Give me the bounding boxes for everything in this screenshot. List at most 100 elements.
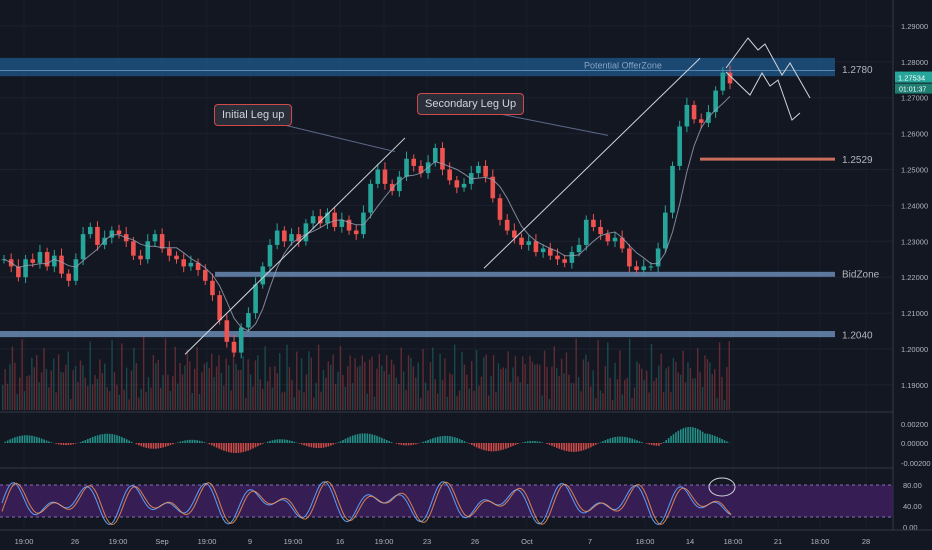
macd-bar	[23, 435, 26, 443]
volume-bar	[675, 361, 677, 410]
macd-bar	[451, 436, 454, 443]
volume-bar	[376, 368, 378, 410]
volume-bar	[213, 377, 215, 410]
candle-body	[512, 230, 517, 238]
volume-bar	[556, 367, 558, 410]
volume-bar	[522, 356, 524, 410]
macd-bar	[121, 437, 123, 443]
volume-bar	[142, 336, 145, 410]
candle-body	[231, 341, 237, 353]
volume-bar	[240, 370, 242, 410]
volume-bar	[645, 370, 648, 410]
macd-bar	[429, 439, 432, 443]
volume-bar	[60, 371, 62, 410]
candle-body	[274, 230, 280, 245]
macd-bar	[237, 443, 240, 453]
volume-bar	[602, 393, 604, 410]
volume-bar	[721, 376, 723, 410]
macd-bar	[354, 434, 356, 443]
volume-bar	[87, 386, 89, 410]
time-tick-label: 14	[686, 537, 694, 546]
volume-bar	[332, 354, 334, 410]
volume-bar	[607, 342, 609, 410]
price-tick-label: 1.22000	[901, 273, 928, 282]
volume-bar	[206, 362, 208, 410]
volume-bar	[696, 348, 699, 410]
macd-bar	[548, 443, 551, 445]
volume-bar	[11, 346, 14, 410]
volume-bar	[6, 383, 9, 410]
macd-bar	[235, 443, 237, 453]
candle-body	[238, 327, 244, 353]
volume-bar	[643, 379, 645, 410]
macd-bar	[565, 443, 568, 452]
candle-body	[195, 262, 201, 271]
volume-bar	[19, 377, 21, 410]
volume-bar	[38, 382, 40, 410]
volume-bar	[203, 363, 206, 410]
macd-bar	[505, 443, 507, 449]
volume-bar	[497, 363, 500, 410]
macd-bar	[172, 443, 174, 445]
volume-bar	[303, 392, 305, 410]
volume-bar	[436, 393, 439, 410]
time-tick-label: 23	[423, 537, 431, 546]
macd-bar	[113, 434, 116, 443]
volume-bar	[590, 386, 592, 410]
volume-bar	[322, 369, 325, 410]
macd-bar	[381, 437, 383, 443]
macd-bar	[315, 443, 318, 448]
macd-bar	[227, 443, 230, 453]
volume-bar	[594, 397, 597, 410]
macd-bar	[711, 434, 714, 443]
macd-bar	[281, 439, 284, 443]
moving-average-line	[3, 95, 731, 332]
macd-bar	[247, 443, 250, 451]
macd-bar	[395, 443, 398, 444]
volume-bar	[641, 368, 643, 410]
volume-bar	[614, 362, 616, 410]
macd-bar	[701, 431, 704, 443]
volume-bar	[223, 385, 225, 410]
volume-bar	[395, 377, 398, 410]
macd-bar	[288, 440, 291, 443]
price-tick-label: 1.25000	[901, 166, 928, 175]
volume-bar	[546, 366, 548, 410]
macd-bar	[254, 443, 257, 448]
macd-bar	[135, 443, 138, 445]
macd-bar	[310, 443, 313, 448]
macd-bar	[631, 438, 633, 443]
volume-bar	[21, 339, 23, 410]
volume-bar	[427, 390, 429, 410]
macd-bar	[626, 437, 629, 443]
macd-bar	[189, 439, 191, 443]
candle-body	[634, 266, 639, 271]
countdown-label: 01:01:37	[899, 87, 926, 94]
macd-bar	[709, 434, 711, 443]
macd-bar	[461, 440, 463, 443]
macd-bar	[332, 443, 335, 445]
macd-bar	[57, 443, 60, 445]
time-tick-label: 28	[862, 537, 870, 546]
macd-bar	[201, 441, 203, 443]
macd-bar	[11, 438, 14, 443]
candle-body	[246, 313, 251, 328]
volume-bar	[152, 355, 155, 410]
volume-bar	[72, 370, 74, 410]
volume-bar	[164, 338, 167, 410]
macd-bar	[242, 443, 245, 453]
macd-bar	[616, 436, 619, 443]
macd-bar	[541, 442, 544, 443]
candle-body	[382, 169, 388, 184]
macd-bar	[376, 435, 378, 443]
macd-bar	[164, 443, 167, 447]
macd-bar	[101, 434, 104, 443]
candle-body	[619, 237, 625, 249]
candle-body	[389, 183, 395, 192]
macd-bar	[159, 443, 162, 449]
candle-body	[655, 248, 661, 267]
candle-body	[167, 248, 172, 256]
macd-bar	[388, 441, 390, 443]
volume-bar	[711, 374, 713, 410]
